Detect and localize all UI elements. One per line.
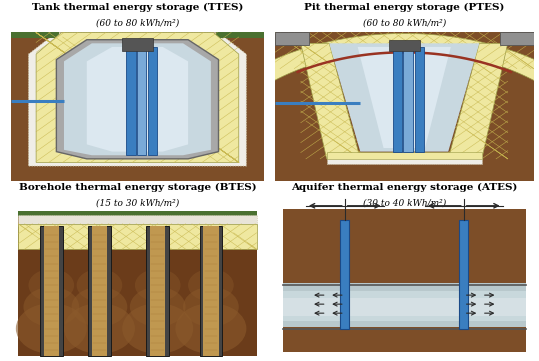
Bar bbox=[150, 226, 165, 356]
Bar bbox=[275, 32, 534, 181]
Bar bbox=[500, 32, 534, 45]
Bar bbox=[459, 220, 468, 329]
Polygon shape bbox=[301, 43, 360, 159]
Bar bbox=[18, 211, 257, 249]
Bar bbox=[327, 152, 482, 159]
Bar bbox=[282, 209, 526, 285]
Ellipse shape bbox=[176, 303, 246, 354]
Bar bbox=[18, 211, 257, 356]
Bar bbox=[216, 32, 264, 38]
Bar bbox=[40, 226, 63, 356]
Polygon shape bbox=[87, 47, 188, 152]
Bar bbox=[340, 220, 349, 329]
Bar bbox=[18, 224, 257, 249]
Text: (30 to 40 kWh/m²): (30 to 40 kWh/m²) bbox=[363, 199, 446, 208]
Polygon shape bbox=[358, 47, 451, 148]
Polygon shape bbox=[448, 43, 508, 159]
Ellipse shape bbox=[64, 303, 135, 354]
Text: Aquifer thermal energy storage (ATES): Aquifer thermal energy storage (ATES) bbox=[291, 183, 517, 192]
Polygon shape bbox=[216, 32, 264, 94]
Bar bbox=[18, 211, 257, 217]
Text: Borehole thermal energy storage (BTES): Borehole thermal energy storage (BTES) bbox=[19, 183, 256, 192]
Bar bbox=[275, 32, 308, 45]
Bar bbox=[203, 226, 218, 356]
Text: Pit thermal energy storage (PTES): Pit thermal energy storage (PTES) bbox=[304, 3, 505, 12]
Text: (60 to 80 kWh/m²): (60 to 80 kWh/m²) bbox=[96, 18, 179, 27]
Polygon shape bbox=[57, 40, 218, 159]
Polygon shape bbox=[169, 34, 539, 190]
Text: (60 to 80 kWh/m²): (60 to 80 kWh/m²) bbox=[363, 18, 446, 27]
Ellipse shape bbox=[188, 269, 234, 301]
Bar bbox=[392, 47, 403, 152]
Bar bbox=[404, 47, 413, 152]
Bar bbox=[389, 40, 420, 51]
Bar bbox=[126, 47, 136, 155]
Ellipse shape bbox=[135, 269, 181, 301]
Bar bbox=[327, 155, 482, 164]
Bar bbox=[18, 215, 257, 226]
Bar bbox=[137, 47, 146, 155]
Ellipse shape bbox=[16, 303, 87, 354]
Polygon shape bbox=[29, 32, 246, 166]
Bar bbox=[146, 226, 169, 356]
Ellipse shape bbox=[29, 269, 74, 301]
Bar bbox=[282, 327, 526, 352]
Bar bbox=[199, 226, 222, 356]
Text: (15 to 30 kWh/m²): (15 to 30 kWh/m²) bbox=[96, 199, 179, 208]
Bar bbox=[88, 226, 111, 356]
Polygon shape bbox=[11, 32, 59, 94]
Bar bbox=[282, 291, 526, 321]
Bar bbox=[11, 32, 264, 181]
Bar bbox=[148, 47, 157, 155]
Bar bbox=[282, 298, 526, 316]
Bar bbox=[282, 283, 526, 329]
Ellipse shape bbox=[24, 287, 79, 327]
Bar bbox=[11, 32, 59, 38]
Bar bbox=[122, 38, 153, 51]
Ellipse shape bbox=[77, 269, 122, 301]
Ellipse shape bbox=[122, 303, 193, 354]
Bar bbox=[414, 47, 424, 152]
Polygon shape bbox=[36, 32, 239, 162]
Polygon shape bbox=[64, 43, 211, 155]
Polygon shape bbox=[329, 43, 479, 152]
Ellipse shape bbox=[130, 287, 185, 327]
Bar bbox=[44, 226, 59, 356]
Ellipse shape bbox=[183, 287, 239, 327]
Text: Tank thermal energy storage (TTES): Tank thermal energy storage (TTES) bbox=[32, 3, 243, 12]
Bar bbox=[92, 226, 107, 356]
Ellipse shape bbox=[72, 287, 127, 327]
